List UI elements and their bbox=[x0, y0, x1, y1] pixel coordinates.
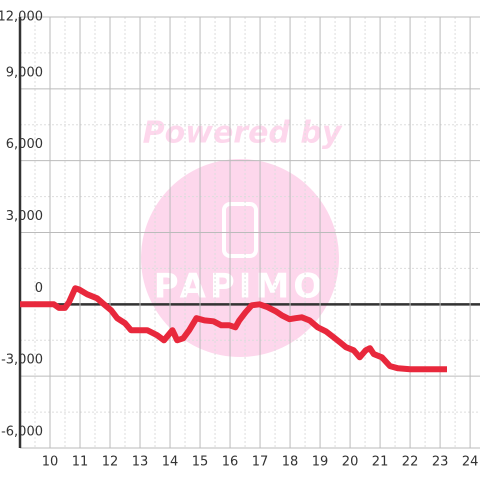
y-tick-label: 6,000 bbox=[6, 137, 43, 152]
x-tick-label: 13 bbox=[132, 455, 149, 470]
x-tick-label: 21 bbox=[372, 455, 389, 470]
x-tick-label: 24 bbox=[462, 455, 479, 470]
x-tick-label: 16 bbox=[222, 455, 239, 470]
watermark: Powered by PAPIMO bbox=[141, 116, 343, 357]
x-tick-label: 15 bbox=[192, 455, 209, 470]
watermark-icon bbox=[222, 202, 258, 258]
y-tick-label: 3,000 bbox=[6, 209, 43, 224]
y-tick-label: -3,000 bbox=[1, 353, 43, 368]
x-tick-label: 18 bbox=[282, 455, 299, 470]
x-tick-label: 14 bbox=[162, 455, 179, 470]
watermark-text: Powered by bbox=[143, 116, 343, 151]
x-tick-label: 22 bbox=[402, 455, 419, 470]
y-tick-label: -6,000 bbox=[1, 425, 43, 440]
y-tick-label: 9,000 bbox=[6, 65, 43, 80]
x-tick-label: 20 bbox=[342, 455, 359, 470]
x-tick-label: 10 bbox=[42, 455, 59, 470]
plot: -6,000 -3,000 0 3,000 6,000 9,000 12,000 10 11 12… bbox=[0, 10, 478, 470]
x-tick-label: 11 bbox=[72, 455, 89, 470]
data-line bbox=[20, 285, 447, 373]
x-tick-label: 19 bbox=[312, 455, 329, 470]
y-tick-label: 0 bbox=[35, 281, 43, 296]
x-tick-label: 17 bbox=[252, 455, 269, 470]
grid bbox=[20, 16, 480, 449]
y-tick-label: 12,000 bbox=[0, 10, 43, 25]
watermark-text: PAPIMO bbox=[154, 267, 326, 307]
x-tick-label: 12 bbox=[102, 455, 119, 470]
x-tick-label: 23 bbox=[432, 455, 449, 470]
